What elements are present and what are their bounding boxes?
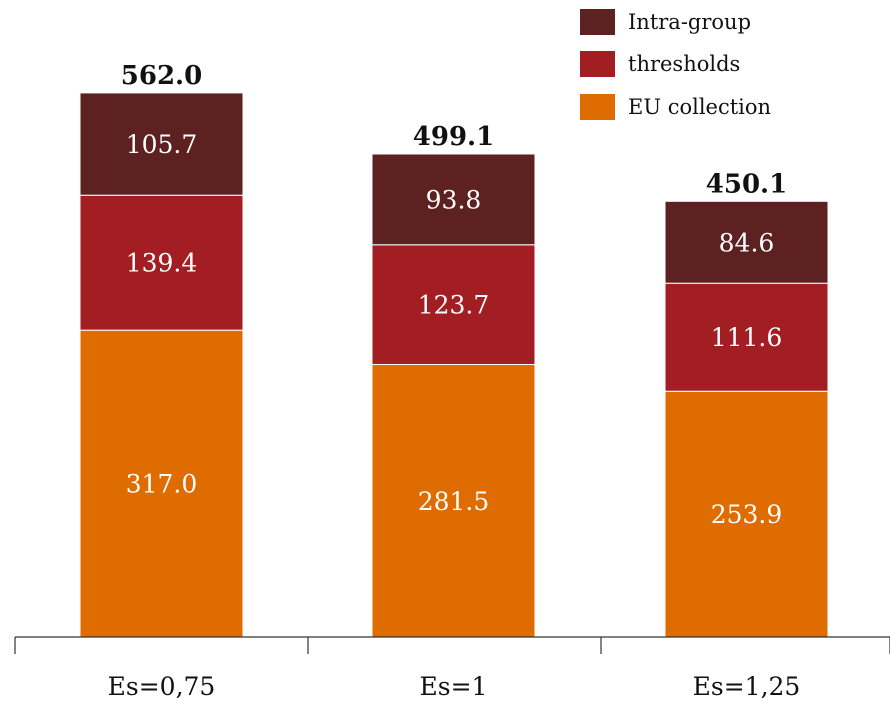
legend-swatch [580, 51, 615, 77]
category-label: Es=1 [420, 672, 488, 701]
category-label: Es=1,25 [693, 672, 801, 701]
legend-label: EU collection [628, 95, 771, 119]
bar-segment-thresholds [371, 244, 536, 366]
segment-value-label: 105.7 [126, 130, 198, 159]
legend-swatch [580, 9, 615, 35]
bar-segment-intra-group [79, 92, 244, 196]
category-labels: Es=0,75 Es=1 Es=1,25 [108, 672, 801, 701]
total-value-label: 499.1 [413, 122, 494, 152]
total-value-label: 562.0 [121, 61, 202, 91]
bar-segment-intra-group [664, 200, 829, 284]
bar-segment-thresholds [664, 282, 829, 392]
legend-label: Intra-group [628, 10, 751, 34]
segment-value-label: 317.0 [126, 470, 198, 499]
segment-value-label: 253.9 [711, 500, 783, 529]
bar-segment-eu-collection [371, 364, 536, 638]
legend: Intra-group thresholds EU collection [580, 9, 771, 120]
bar-segment-eu-collection [664, 390, 829, 638]
category-label: Es=0,75 [108, 672, 216, 701]
bar-segment-thresholds [79, 194, 244, 331]
segment-value-label: 93.8 [426, 185, 482, 214]
legend-label: thresholds [628, 52, 740, 76]
segment-value-label: 139.4 [126, 249, 198, 278]
segment-value-label: 84.6 [719, 228, 775, 257]
segment-value-label: 123.7 [418, 291, 490, 320]
legend-swatch [580, 94, 615, 120]
x-axis [14, 636, 890, 654]
segment-value-label: 281.5 [418, 487, 490, 516]
bars-group: 317.0 139.4 105.7 562.0 281.5 123.7 93.8 499.1 2… [79, 61, 829, 638]
total-value-label: 450.1 [706, 169, 787, 199]
bar-segment-eu-collection [79, 329, 244, 638]
bar-segment-intra-group [371, 153, 536, 246]
segment-value-label: 111.6 [711, 323, 783, 352]
